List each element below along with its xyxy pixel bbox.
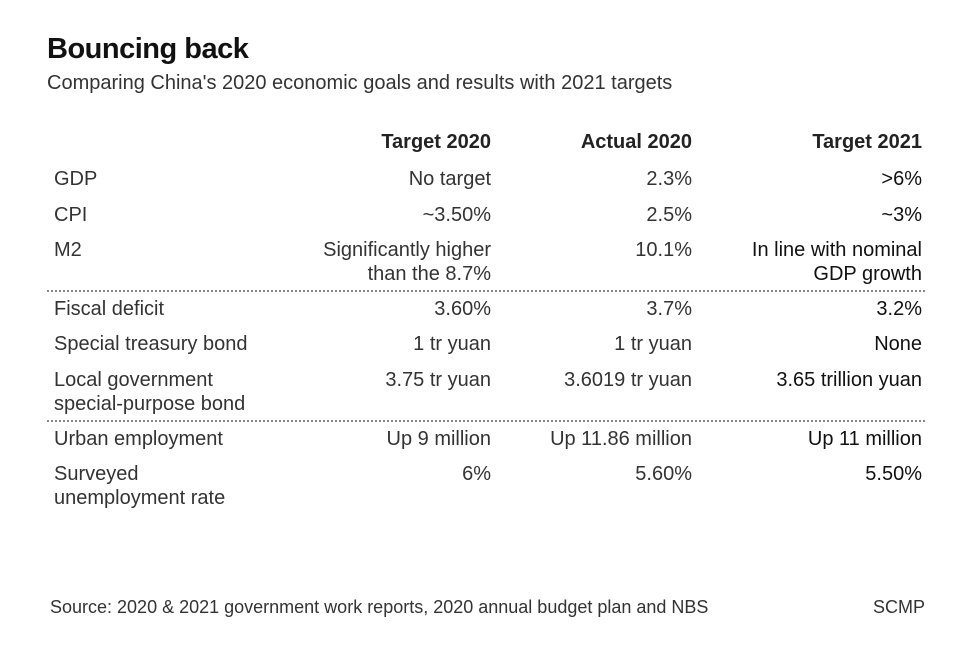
- fiscal-deficit-actual-2020: 3.7%: [646, 298, 692, 320]
- local-bond-target-2020: 3.75 tr yuan: [385, 369, 491, 391]
- unemployment-target-2020: 6%: [462, 463, 491, 485]
- row-label-urban-employment: Urban employment: [54, 428, 223, 450]
- special-treasury-bond-target-2021: None: [874, 333, 922, 355]
- row-label-m2: M2: [54, 239, 82, 261]
- special-treasury-bond-actual-2020: 1 tr yuan: [614, 333, 692, 355]
- m2-target-2020-line-2: than the 8.7%: [367, 263, 491, 285]
- row-label-gdp: GDP: [54, 168, 98, 190]
- gdp-actual-2020: 2.3%: [646, 168, 692, 190]
- m2-target-2021-line-2: GDP growth: [813, 263, 922, 285]
- group-divider: [47, 420, 925, 422]
- cpi-target-2020: ~3.50%: [422, 204, 491, 226]
- chart-subtitle: Comparing China's 2020 economic goals an…: [47, 72, 673, 94]
- m2-target-2021-line-1: In line with nominal: [751, 239, 922, 261]
- cpi-target-2021: ~3%: [881, 204, 922, 226]
- urban-employment-target-2021: Up 11 million: [807, 428, 922, 450]
- urban-employment-actual-2020: Up 11.86 million: [550, 428, 692, 450]
- gdp-target-2020: No target: [408, 168, 491, 190]
- local-bond-target-2021: 3.65 trillion yuan: [776, 369, 922, 391]
- m2-target-2020-line-1: Significantly higher: [323, 239, 491, 261]
- row-label-surveyed-unemployment-line-1: Surveyed: [54, 463, 139, 485]
- chart-title: Bouncing back: [47, 33, 249, 65]
- unemployment-target-2021: 5.50%: [865, 463, 922, 485]
- unemployment-actual-2020: 5.60%: [635, 463, 692, 485]
- m2-actual-2020: 10.1%: [635, 239, 692, 261]
- gdp-target-2021: >6%: [881, 168, 922, 190]
- row-label-surveyed-unemployment-line-2: unemployment rate: [54, 487, 226, 509]
- row-label-fiscal-deficit: Fiscal deficit: [54, 298, 165, 320]
- column-header-actual-2020: Actual 2020: [580, 131, 692, 153]
- cpi-actual-2020: 2.5%: [646, 204, 692, 226]
- row-label-cpi: CPI: [54, 204, 88, 226]
- column-header-target-2020: Target 2020: [381, 131, 491, 153]
- fiscal-deficit-target-2021: 3.2%: [876, 298, 922, 320]
- source-note: Source: 2020 & 2021 government work repo…: [50, 597, 709, 617]
- row-label-local-government-line-1: Local government: [54, 369, 213, 391]
- column-header-target-2021: Target 2021: [812, 131, 922, 153]
- row-label-local-government-line-2: special-purpose bond: [54, 393, 246, 415]
- credit-label: SCMP: [872, 597, 925, 617]
- group-divider: [47, 290, 925, 292]
- urban-employment-target-2020: Up 9 million: [386, 428, 491, 450]
- local-bond-actual-2020: 3.6019 tr yuan: [564, 369, 692, 391]
- fiscal-deficit-target-2020: 3.60%: [434, 298, 491, 320]
- row-label-special-treasury-bond: Special treasury bond: [54, 333, 248, 355]
- special-treasury-bond-target-2020: 1 tr yuan: [413, 333, 491, 355]
